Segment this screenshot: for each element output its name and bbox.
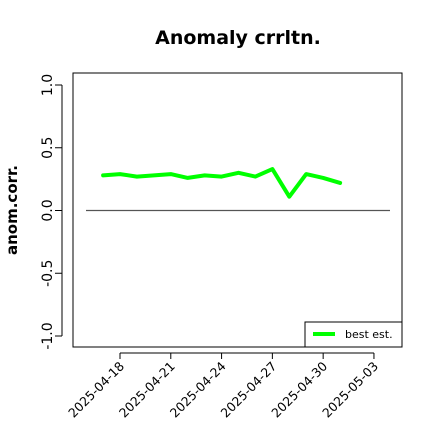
series-line bbox=[101, 167, 343, 199]
chart-title: Anomaly crrltn. bbox=[155, 27, 321, 49]
y-axis: -1.0 -0.5 0.0 0.5 1.0 bbox=[40, 74, 63, 350]
data-point bbox=[152, 173, 156, 177]
data-point bbox=[169, 172, 173, 176]
data-point bbox=[186, 176, 190, 180]
data-point bbox=[287, 195, 291, 199]
data-point bbox=[237, 171, 241, 175]
data-point bbox=[253, 175, 257, 179]
data-point bbox=[135, 175, 139, 179]
y-tick-label: 0.5 bbox=[40, 137, 56, 159]
plot-frame bbox=[72, 72, 403, 348]
data-point bbox=[304, 172, 308, 176]
data-point bbox=[338, 181, 342, 185]
y-axis-label: anom.corr. bbox=[3, 165, 21, 255]
data-point bbox=[203, 173, 207, 177]
y-tick-label: 1.0 bbox=[40, 74, 56, 96]
y-tick-label: -0.5 bbox=[40, 260, 56, 287]
data-point bbox=[118, 172, 122, 176]
data-point bbox=[270, 167, 274, 171]
legend: best est. bbox=[304, 321, 403, 348]
series-layer bbox=[86, 167, 390, 212]
data-point bbox=[321, 176, 325, 180]
y-tick-label: 0.0 bbox=[40, 199, 56, 221]
x-axis: 2025-04-182025-04-212025-04-242025-04-27… bbox=[65, 352, 381, 420]
y-tick-label: -1.0 bbox=[40, 322, 56, 349]
legend-label: best est. bbox=[345, 328, 393, 341]
data-point bbox=[220, 175, 224, 179]
data-point bbox=[101, 173, 105, 177]
